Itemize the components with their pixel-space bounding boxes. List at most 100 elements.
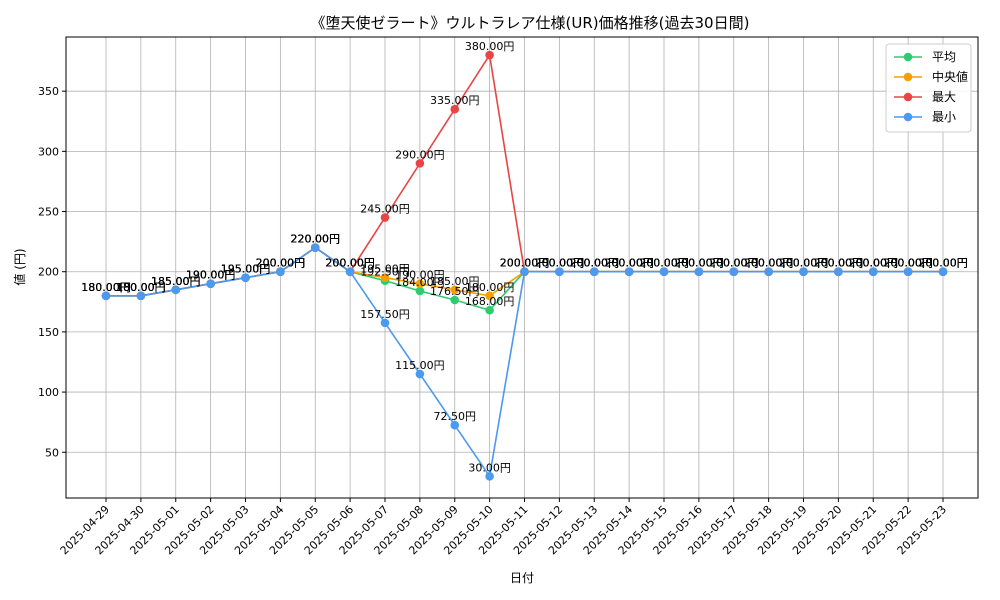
data-point-中央値 [380, 273, 390, 283]
data-point-中央値 [450, 285, 460, 295]
data-label-平均: 200.00円 [570, 257, 620, 270]
data-label-平均: 185.00円 [151, 275, 201, 288]
data-point-最小 [834, 267, 843, 277]
data-label-平均: 200.00円 [325, 257, 375, 270]
data-label-平均: 200.00円 [256, 257, 306, 270]
y-axis-label: 値 (円) [12, 248, 27, 285]
legend-box [885, 43, 972, 133]
y-tick-label: 300 [38, 145, 59, 158]
data-label-平均: 200.00円 [674, 257, 724, 270]
data-label-最小: 200.00円 [570, 257, 620, 270]
y-tick-label: 250 [38, 206, 59, 219]
data-label-中央値: 220.00円 [291, 233, 341, 246]
data-label-最大: 200.00円 [744, 257, 794, 270]
data-label-平均: 180.00円 [116, 281, 166, 294]
data-label-平均: 200.00円 [639, 257, 689, 270]
data-label-最大: 180.00円 [116, 281, 166, 294]
data-label-中央値: 180.00円 [81, 281, 131, 294]
data-label-最小: 200.00円 [674, 257, 724, 270]
data-point-最小 [624, 267, 634, 277]
y-tick-label: 350 [38, 85, 59, 98]
data-label-最小: 200.00円 [814, 257, 864, 270]
data-label-最大: 185.00円 [151, 275, 201, 288]
data-label-中央値: 180.00円 [116, 281, 166, 294]
data-label-中央値: 200.00円 [604, 257, 654, 270]
data-point-最小 [136, 291, 146, 301]
data-point-最小 [310, 243, 320, 252]
data-label-平均: 200.00円 [779, 257, 829, 270]
data-label-中央値: 200.00円 [883, 257, 933, 270]
data-label-中央値: 195.00円 [221, 263, 271, 276]
series-layer [101, 50, 948, 481]
data-point-最小 [276, 267, 285, 277]
data-label-最小: 200.00円 [500, 257, 550, 270]
data-label-中央値: 200.00円 [570, 257, 620, 270]
data-point-最小 [520, 267, 529, 277]
data-label-平均: 168.00円 [465, 295, 515, 308]
data-label-最大: 190.00円 [186, 269, 236, 282]
data-label-最大: 200.00円 [779, 257, 829, 270]
data-label-平均: 200.00円 [918, 257, 968, 270]
data-label-最小: 200.00円 [709, 257, 759, 270]
data-point-最小 [171, 285, 181, 295]
data-label-最小: 200.00円 [325, 257, 375, 270]
data-point-中央値 [415, 279, 425, 289]
data-label-平均: 200.00円 [883, 257, 933, 270]
data-label-平均: 200.00円 [849, 257, 899, 270]
data-label-最小: 157.50円 [360, 308, 410, 321]
data-label-最小: 200.00円 [535, 257, 585, 270]
data-point-最小 [589, 267, 599, 277]
data-label-平均: 192.50円 [360, 266, 410, 279]
data-label-中央値: 200.00円 [709, 257, 759, 270]
data-point-最小 [415, 369, 425, 379]
data-point-中央値 [485, 291, 494, 301]
data-label-最大: 220.00円 [291, 233, 341, 246]
chart-title: 《堕天使ゼラート》ウルトラレア仕様(UR)価格推移(過去30日間) [311, 14, 750, 32]
y-tick-label: 200 [38, 266, 59, 279]
data-label-中央値: 185.00円 [151, 275, 201, 288]
x-axis-ticks: 2025-04-292025-04-302025-05-012025-05-02… [58, 498, 949, 557]
data-label-平均: 180.00円 [81, 281, 131, 294]
data-point-最小 [485, 472, 494, 481]
data-label-中央値: 200.00円 [674, 257, 724, 270]
data-label-中央値: 190.00円 [186, 269, 236, 282]
data-label-中央値: 200.00円 [744, 257, 794, 270]
data-label-最大: 195.00円 [221, 263, 271, 276]
data-label-最小: 200.00円 [883, 257, 933, 270]
x-axis-label: 日付 [510, 571, 534, 585]
data-point-最小 [799, 267, 808, 277]
data-label-最小: 190.00円 [186, 269, 236, 282]
data-label-平均: 184.00円 [395, 276, 445, 289]
data-label-中央値: 200.00円 [779, 257, 829, 270]
data-point-最小 [868, 267, 878, 277]
data-label-中央値: 195.00円 [360, 263, 410, 276]
data-point-最小 [694, 267, 704, 277]
data-point-最小 [206, 279, 215, 289]
legend-label: 最小 [932, 110, 956, 124]
data-point-最大 [415, 159, 425, 168]
data-label-最小: 195.00円 [221, 263, 271, 276]
y-tick-label: 50 [45, 446, 59, 459]
data-point-最小 [345, 267, 355, 277]
data-label-最小: 30.00円 [468, 461, 511, 474]
data-label-最小: 200.00円 [849, 257, 899, 270]
data-label-最大: 380.00円 [465, 40, 515, 53]
data-label-最大: 180.00円 [81, 281, 131, 294]
data-point-最小 [101, 291, 111, 301]
data-label-中央値: 200.00円 [918, 257, 968, 270]
data-point-最大 [485, 50, 494, 60]
data-label-最大: 200.00円 [325, 257, 375, 270]
data-label-最小: 180.00円 [116, 281, 166, 294]
data-label-最小: 200.00円 [256, 257, 306, 270]
data-label-平均: 200.00円 [500, 257, 550, 270]
data-labels: 180.00円180.00円185.00円190.00円195.00円200.0… [81, 40, 968, 474]
data-label-最大: 200.00円 [500, 257, 550, 270]
data-label-中央値: 185.00円 [430, 275, 480, 288]
data-label-最大: 200.00円 [535, 257, 585, 270]
data-label-最大: 200.00円 [918, 257, 968, 270]
data-label-平均: 220.00円 [291, 233, 341, 246]
data-label-最小: 115.00円 [395, 359, 445, 372]
data-label-最大: 290.00円 [395, 148, 445, 161]
data-label-最小: 200.00円 [604, 257, 654, 270]
